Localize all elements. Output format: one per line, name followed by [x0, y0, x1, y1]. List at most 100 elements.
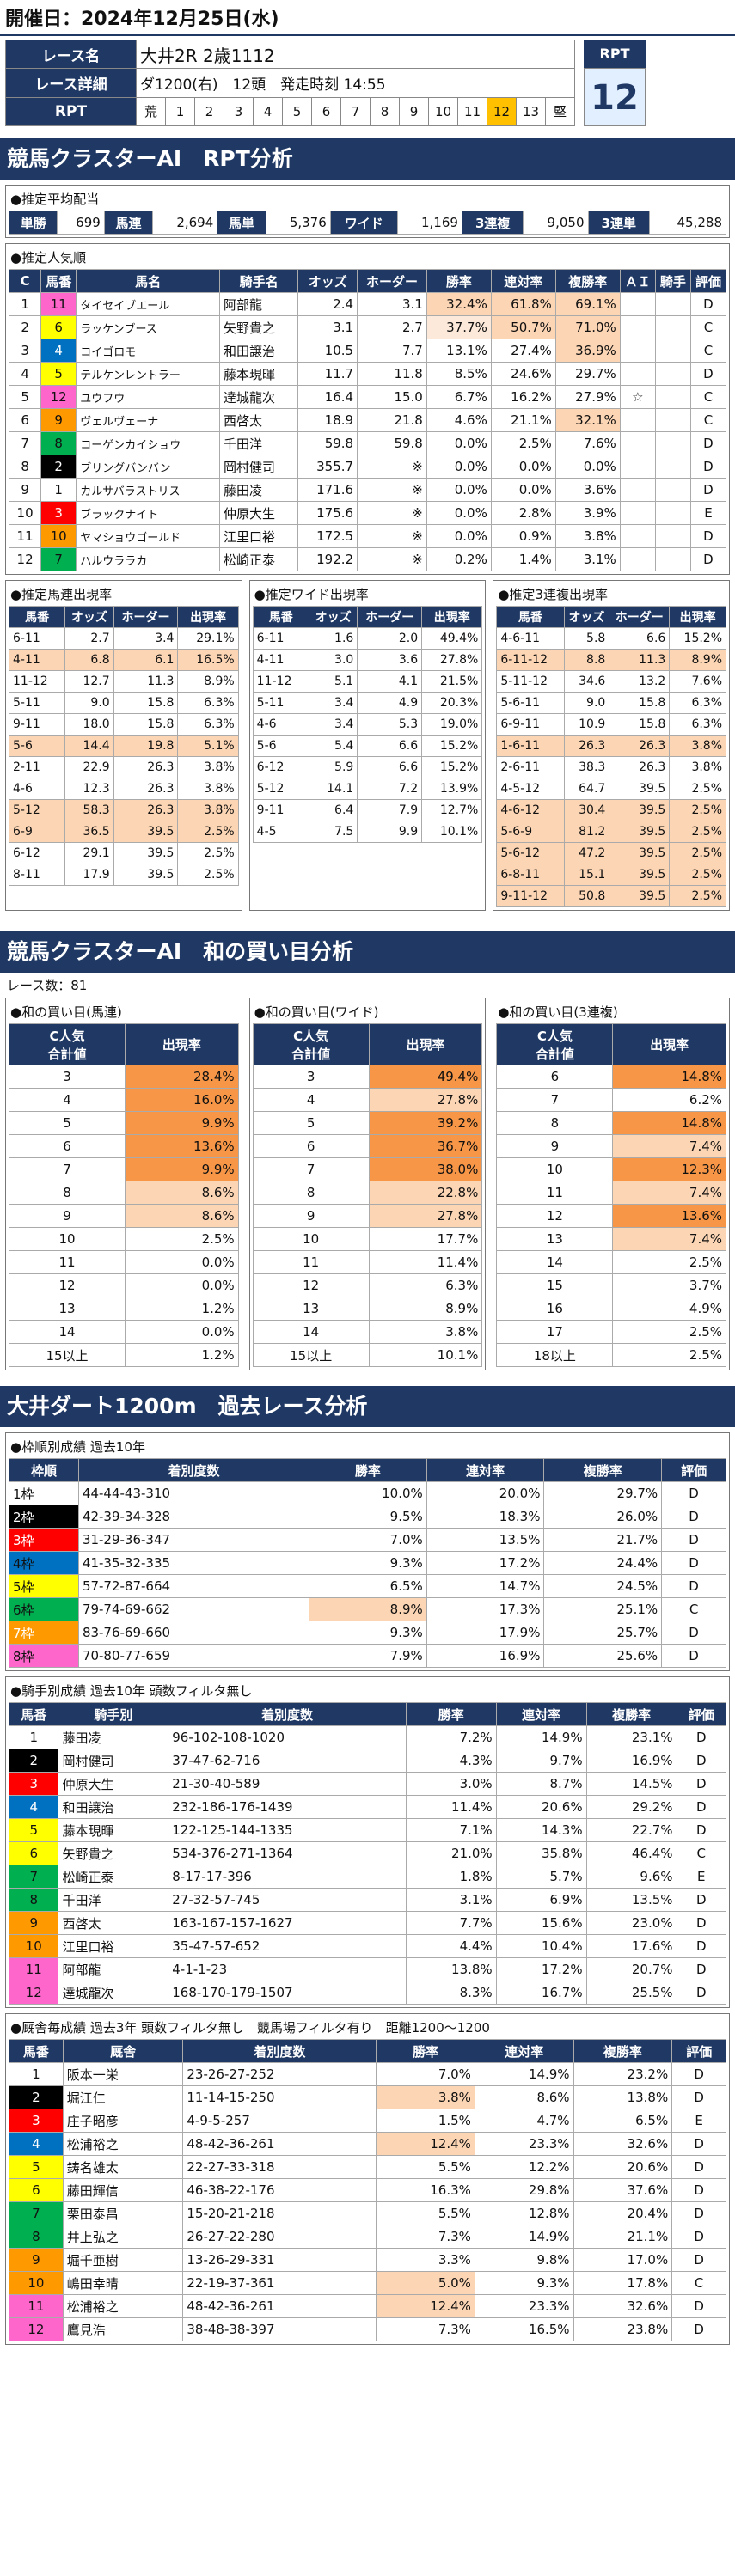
jockey-table: 馬番 騎手別 着別度数 勝率 連対率 複勝率 評価 1 藤田凌 96-102-108-1020 7.… — [8, 1702, 727, 2005]
umaren-cell: 26.3 — [113, 799, 179, 821]
trainer-cell: D — [671, 2132, 726, 2156]
table-row: 7 松崎正泰 8-17-17-396 1.8% 5.7% 9.6% E — [8, 1865, 727, 1889]
table-row: 9 堀千亜樹 13-26-29-331 3.3% 9.8% 17.0% D — [9, 2248, 726, 2272]
trainer-cell: D — [671, 2178, 726, 2202]
umaren-cell: 18.0 — [64, 713, 114, 736]
popularity-cell — [654, 431, 691, 455]
waku-cell: D — [661, 1551, 726, 1575]
trainer-cell: D — [671, 2155, 726, 2179]
umaren-cell: 2.5% — [177, 864, 239, 886]
jockey-col-header: 騎手別 — [58, 1702, 169, 1726]
umaren-col-header: 出現率 — [177, 606, 239, 628]
sum_trio-rate-cell: 2.5% — [612, 1320, 727, 1344]
popularity-cell: ※ — [357, 501, 427, 525]
waku-box: ●枠順別成績 過去10年 枠順 着別度数 勝率 連対率 複勝率 評価 1枠 44-44-43-3… — [5, 1432, 730, 1671]
table-row: 3 仲原大生 21-30-40-589 3.0% 8.7% 14.5% D — [8, 1772, 727, 1796]
sum_trio-col-header: 出現率 — [612, 1023, 727, 1065]
popularity-cell: 0.0% — [426, 455, 492, 479]
jockey-cell: 9.7% — [495, 1749, 587, 1773]
trio-cell: 15.8 — [609, 692, 671, 714]
wide-cell: 7.9 — [357, 799, 423, 821]
popularity-header-row: C 馬番 馬名 騎手名 オッズ ホーダー 勝率 連対率 複勝率 ＡＩ 騎手 評価 — [8, 269, 727, 293]
trainer-col-header: 厩舎 — [62, 2039, 184, 2063]
table-row: 1-6-11 26.3 26.3 3.8% — [496, 735, 727, 757]
trio-cell: 50.8 — [563, 885, 610, 907]
popularity-cell: ※ — [357, 524, 427, 548]
trio-cell: 26.3 — [609, 756, 671, 778]
trainer-cell: 5.0% — [376, 2271, 475, 2295]
trio-cell: 1-6-11 — [496, 735, 565, 757]
trainer-cell: D — [671, 2294, 726, 2318]
table-row: 6-9-11 10.9 15.8 6.3% — [496, 713, 727, 736]
waku-table: 枠順 着別度数 勝率 連対率 複勝率 評価 1枠 44-44-43-310 10.0% 20.0%… — [9, 1458, 726, 1668]
wide-cell: 49.4% — [421, 627, 483, 650]
jockey-cell: 29.2% — [585, 1795, 677, 1819]
popularity-col-header: 馬名 — [76, 269, 220, 293]
sum_wide-sum-cell: 14 — [252, 1320, 370, 1344]
wide-cell: 13.9% — [421, 778, 483, 800]
table-row: 11 0.0% — [9, 1250, 239, 1274]
trainer-cell: 井上弘之 — [62, 2225, 184, 2249]
trainer-cell: 7.3% — [376, 2225, 475, 2249]
jockey-cell: 3 — [8, 1772, 59, 1796]
race-name-label: レース名 — [5, 39, 137, 70]
popularity-cell: ※ — [357, 455, 427, 479]
table-row: 10 3 ブラックナイト 仲原大生 175.6 ※ 0.0% 2.8% 3.9% E — [8, 501, 727, 525]
popularity-cell: 2.4 — [297, 292, 358, 316]
jockey-cell: 6 — [8, 1841, 59, 1865]
popularity-cell: 0.0% — [426, 524, 492, 548]
sum_umaren-sum-cell: 13 — [9, 1297, 126, 1321]
popularity-col-header: 騎手名 — [218, 269, 299, 293]
popularity-cell: 13.1% — [426, 339, 492, 363]
trainer-col-header: 評価 — [671, 2039, 726, 2063]
table-row: 4 松浦裕之 48-42-36-261 12.4% 23.3% 32.6% D — [9, 2132, 726, 2156]
table-row: 7 9.9% — [9, 1157, 239, 1181]
waku-col-header: 着別度数 — [77, 1458, 310, 1482]
trio-cell: 15.2% — [669, 627, 727, 650]
table-row: 11-12 5.1 4.1 21.5% — [252, 670, 483, 693]
table-row: 11 10 ヤマショウゴールド 江里口裕 172.5 ※ 0.0% 0.9% 3.8% D — [8, 524, 727, 548]
sum_wide-sum-cell: 9 — [252, 1204, 370, 1228]
popularity-cell: 192.2 — [297, 547, 358, 571]
popularity-cell: 0.0% — [426, 431, 492, 455]
trio-cell: 4-6-11 — [496, 627, 565, 650]
wide-cell: 27.8% — [421, 649, 483, 671]
race-detail: ダ1200(右) 12頭 発走時刻 14:55 — [136, 68, 575, 98]
wide-cell: 6-12 — [252, 756, 309, 778]
popularity-cell: 10 — [40, 524, 77, 548]
popularity-cell: 仲原大生 — [218, 501, 299, 525]
trainer-cell: D — [671, 2317, 726, 2341]
trainer-cell: 14.9% — [474, 2062, 574, 2086]
popularity-col-header: ＡＩ — [619, 269, 656, 293]
popularity-cell: 和田譲治 — [218, 339, 299, 363]
sum_umaren-rate-cell: 1.2% — [125, 1343, 239, 1367]
sum_umaren-rate-cell: 2.5% — [125, 1227, 239, 1251]
popularity-cell: 3.1 — [297, 315, 358, 339]
jockey-cell: C — [676, 1841, 727, 1865]
sum_trio-rate-cell: 7.4% — [612, 1134, 727, 1158]
table-row: 4-6 3.4 5.3 19.0% — [252, 713, 483, 736]
umaren-cell: 6-12 — [8, 842, 66, 864]
popularity-cell: 3 — [8, 339, 42, 363]
wide-table: 馬番 オッズ ホーダー 出現率 6-11 1.6 2.0 49.4% 4-11 3.0 3.6 27.… — [252, 606, 483, 843]
sum-wide-label: ●和の買い目(ワイド) — [254, 1004, 379, 1020]
trainer-cell: 5.5% — [376, 2201, 475, 2225]
trainer-cell: 松浦裕之 — [62, 2294, 184, 2318]
umaren-cell: 26.3 — [113, 756, 179, 778]
table-row: 5枠 57-72-87-664 6.5% 14.7% 24.5% D — [9, 1574, 726, 1598]
table-row: 5-6-11 9.0 15.8 6.3% — [496, 692, 727, 714]
popularity-cell — [619, 501, 656, 525]
table-row: 6-11 2.7 3.4 29.1% — [8, 627, 239, 650]
trio-cell: 4-5-12 — [496, 778, 565, 800]
jockey-cell: 22.7% — [585, 1818, 677, 1842]
table-row: 8 8.6% — [9, 1181, 239, 1205]
jockey-cell: 矢野貴之 — [58, 1841, 169, 1865]
jockey-cell: D — [676, 1911, 727, 1935]
trio-cell: 6.3% — [669, 692, 727, 714]
trainer-cell: D — [671, 2062, 726, 2086]
sum_umaren-rate-cell: 9.9% — [125, 1157, 239, 1181]
jockey-cell: 16.9% — [585, 1749, 677, 1773]
umaren-col-header: オッズ — [64, 606, 114, 628]
waku-cell: 57-72-87-664 — [77, 1574, 310, 1598]
trio-cell: 39.5 — [609, 799, 671, 821]
